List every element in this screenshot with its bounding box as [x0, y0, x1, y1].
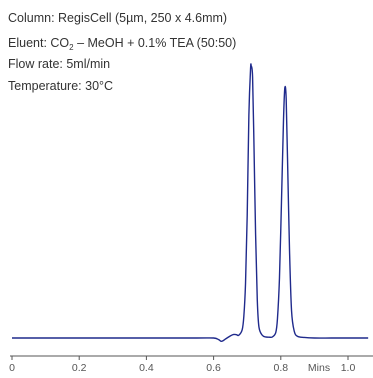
x-axis-label: Mins [308, 362, 330, 373]
x-axis: 0 0.2 0.4 0.6 0.8 1.0 Mins [9, 355, 373, 374]
x-tick-label: 1.0 [341, 362, 356, 373]
method-annotations: Column: RegisCell (5µm, 250 x 4.6mm) Elu… [8, 11, 236, 93]
annotation-eluent-prefix: Eluent: CO [8, 36, 69, 50]
annotation-flow-rate: Flow rate: 5ml/min [8, 57, 110, 71]
x-tick-label: 0 [9, 362, 15, 373]
x-tick-label: 0.6 [206, 362, 221, 373]
annotation-eluent-suffix: – MeOH + 0.1% TEA (50:50) [74, 36, 237, 50]
annotation-eluent: Eluent: CO2 – MeOH + 0.1% TEA (50:50) [8, 36, 236, 52]
x-tick-label: 0.2 [72, 362, 87, 373]
x-tick-label: 0.8 [273, 362, 288, 373]
chromatogram-trace [11, 63, 369, 343]
annotation-temperature: Temperature: 30°C [8, 79, 113, 93]
x-tick-label: 0.4 [139, 362, 154, 373]
annotation-eluent-subscript: 2 [69, 43, 74, 52]
x-axis-ticks [11, 356, 349, 360]
annotation-column: Column: RegisCell (5µm, 250 x 4.6mm) [8, 11, 227, 25]
x-axis-tick-labels: 0 0.2 0.4 0.6 0.8 1.0 [9, 362, 356, 374]
series-group [11, 63, 369, 343]
